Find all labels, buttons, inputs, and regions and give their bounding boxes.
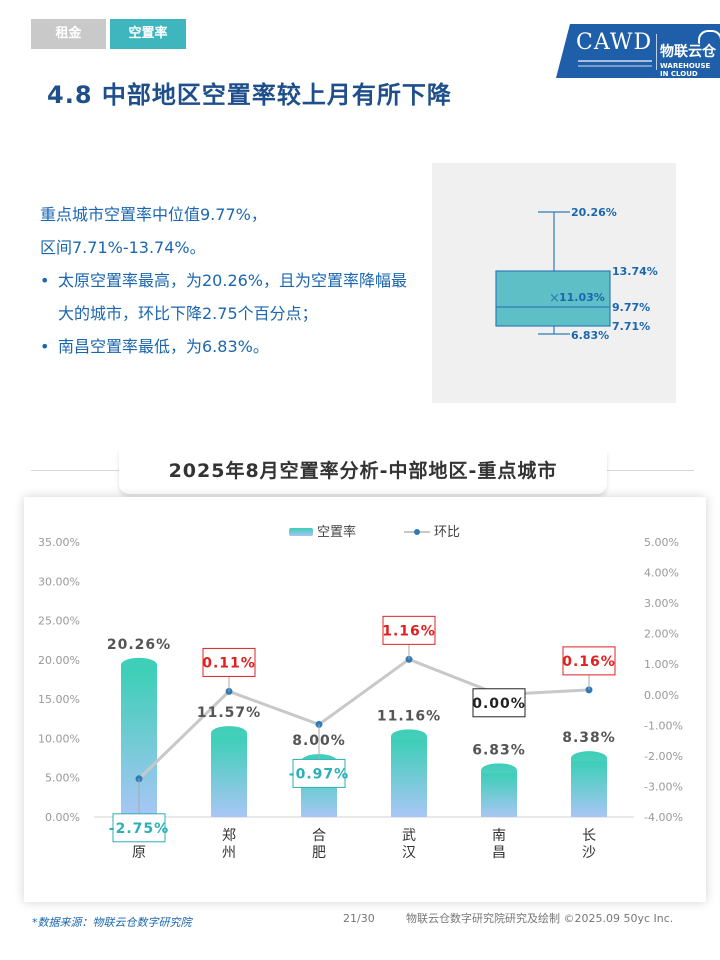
y-right-tick-label: 5.00% bbox=[644, 536, 679, 549]
x-tick-label: 郑 bbox=[222, 828, 236, 844]
line-label-box bbox=[472, 688, 526, 718]
line-data-label: 1.16% bbox=[382, 623, 436, 639]
summary-text: 重点城市空置率中位值9.77%， 区间7.71%-13.74%。 太原空置率最高… bbox=[40, 198, 420, 363]
copyright-text: 物联云仓数字研究院研究及绘制 ©2025.09 50yc Inc. bbox=[406, 912, 674, 925]
line-label-box bbox=[112, 813, 166, 843]
bar-data-label: 20.26% bbox=[107, 637, 171, 653]
y-right-tick-label: -4.00% bbox=[644, 811, 683, 824]
x-tick-label: 合 bbox=[312, 828, 326, 844]
y-right-tick-label: 1.00% bbox=[644, 658, 679, 671]
line-data-label: 0.16% bbox=[562, 654, 616, 670]
y-left-tick-label: 5.00% bbox=[45, 772, 80, 785]
line-label-box bbox=[202, 647, 256, 677]
y-right-tick-label: 2.00% bbox=[644, 628, 679, 641]
x-tick-label: 原 bbox=[132, 845, 146, 861]
legend-bar-swatch bbox=[289, 528, 313, 536]
bar-vacancy-body bbox=[571, 761, 607, 817]
y-right-tick-label: -3.00% bbox=[644, 780, 683, 793]
boxplot-panel: × 11.03% 20.26% 13.74% 9.77% 7.71% 6.83% bbox=[432, 163, 676, 403]
logo-divider bbox=[656, 34, 657, 70]
line-point bbox=[585, 686, 593, 694]
chart-legend: 空置率 环比 bbox=[289, 524, 460, 540]
y-right-tick-label: 4.00% bbox=[644, 567, 679, 580]
data-source-note: *数据来源：物联云仓数字研究院 bbox=[32, 916, 192, 929]
x-tick-label: 肥 bbox=[312, 845, 326, 861]
line-point bbox=[225, 687, 233, 695]
y-right-tick-label: -1.00% bbox=[644, 719, 683, 732]
line-data-label: 0.11% bbox=[202, 655, 256, 671]
bar-vacancy-body bbox=[211, 736, 247, 817]
logo-subtext-line bbox=[578, 60, 652, 62]
line-data-label: -2.75% bbox=[109, 821, 169, 837]
tab-vacancy-rate[interactable]: 空置率 bbox=[110, 19, 186, 49]
x-tick-label: 南 bbox=[492, 828, 506, 844]
logo-subtext-line-2 bbox=[578, 65, 652, 67]
chart-card: 空置率 环比 0.00% 5.00% 10.00% 15.00% 20.00% 25.00… bbox=[24, 497, 706, 902]
boxplot-median-label: 9.77% bbox=[612, 301, 650, 314]
legend-line-label: 环比 bbox=[434, 525, 460, 540]
y-left-tick-label: 35.00% bbox=[38, 536, 80, 549]
legend-line-marker bbox=[414, 529, 420, 535]
boxplot-max-label: 20.26% bbox=[571, 206, 617, 219]
bar-vacancy-body bbox=[391, 739, 427, 817]
section-divider-right bbox=[607, 470, 694, 471]
y-left-tick-label: 30.00% bbox=[38, 575, 80, 588]
boxplot-min-label: 6.83% bbox=[571, 329, 609, 342]
x-tick-label: 长 bbox=[582, 828, 596, 844]
bar-data-label: 11.57% bbox=[197, 705, 261, 721]
x-tick-label: 武 bbox=[402, 828, 416, 844]
boxplot-q1-label: 7.71% bbox=[612, 320, 650, 333]
combo-chart: 空置率 环比 0.00% 5.00% 10.00% 15.00% 20.00% 25.00… bbox=[38, 524, 683, 861]
y-left-tick-label: 25.00% bbox=[38, 615, 80, 628]
logo-text: CAWD bbox=[576, 30, 653, 55]
y-left-tick-label: 15.00% bbox=[38, 693, 80, 706]
summary-line-1: 重点城市空置率中位值9.77%， bbox=[40, 205, 267, 224]
boxplot-q3-label: 13.74% bbox=[612, 265, 658, 278]
logo-cn-text: 物联云仓 bbox=[660, 44, 716, 60]
tab-rent[interactable]: 租金 bbox=[31, 19, 106, 49]
y-left-tick-label: 0.00% bbox=[45, 811, 80, 824]
x-tick-label: 州 bbox=[222, 845, 236, 861]
bar-data-label: 8.38% bbox=[562, 730, 616, 746]
cawd-logo: CAWD 物联云仓 WAREHOUSE IN CLOUD bbox=[556, 24, 720, 78]
section-title: 2025年8月空置率分析-中部地区-重点城市 bbox=[119, 450, 607, 494]
summary-bullet-1: 太原空置率最高，为20.26%，且为空置率降幅最大的城市，环比下降2.75个百分… bbox=[40, 264, 420, 330]
boxplot-svg: × 11.03% 20.26% 13.74% 9.77% 7.71% 6.83% bbox=[495, 206, 658, 342]
y-left-tick-label: 20.00% bbox=[38, 654, 80, 667]
y-right-tick-label: 0.00% bbox=[644, 689, 679, 702]
boxplot-mean-label: 11.03% bbox=[559, 291, 605, 304]
page-title: 4.8 中部地区空置率较上月有所下降 bbox=[47, 81, 452, 109]
legend-bar-label: 空置率 bbox=[317, 524, 356, 540]
line-label-box bbox=[562, 646, 616, 676]
cloud-icon bbox=[698, 30, 720, 44]
y-right-tick-label: -2.00% bbox=[644, 750, 683, 763]
page-number: 21/30 bbox=[343, 912, 375, 925]
boxplot-box bbox=[495, 270, 611, 327]
summary-bullet-2: 南昌空置率最低，为6.83%。 bbox=[40, 330, 420, 363]
y-right-tick-label: 3.00% bbox=[644, 597, 679, 610]
boxplot-mean-marker: × bbox=[549, 291, 560, 306]
bar-vacancy-body bbox=[481, 773, 517, 817]
x-tick-label: 汉 bbox=[402, 845, 416, 861]
section-divider-left bbox=[31, 470, 119, 471]
y-left-tick-label: 10.00% bbox=[38, 732, 80, 745]
line-data-label: 0.00% bbox=[472, 696, 526, 712]
x-tick-label: 昌 bbox=[492, 845, 506, 861]
line-data-label: -0.97% bbox=[289, 766, 349, 782]
bar-data-label: 6.83% bbox=[472, 742, 526, 758]
line-label-box bbox=[382, 615, 436, 645]
summary-line-2: 区间7.71%-13.74%。 bbox=[40, 238, 206, 257]
logo-en-text: WAREHOUSE IN CLOUD bbox=[660, 62, 711, 78]
x-tick-label: 沙 bbox=[582, 845, 596, 861]
bar-data-label: 11.16% bbox=[377, 708, 441, 724]
line-label-box bbox=[292, 758, 346, 788]
